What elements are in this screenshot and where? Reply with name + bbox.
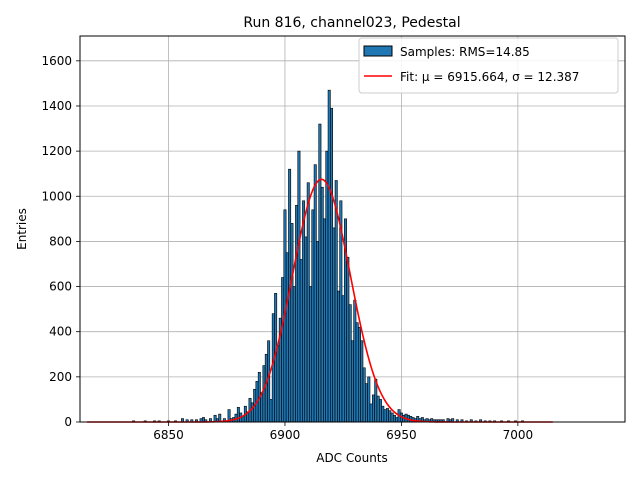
- histogram-bar: [285, 252, 289, 423]
- histogram-bar: [271, 313, 275, 423]
- y-axis-label: Entries: [15, 208, 29, 250]
- histogram-bar: [260, 392, 264, 423]
- y-tick-label: 1200: [41, 144, 72, 158]
- histogram-bar: [374, 378, 378, 423]
- histogram-bar: [395, 417, 399, 423]
- histogram-bar: [334, 180, 338, 423]
- y-tick-label: 1400: [41, 99, 72, 113]
- legend-swatch-samples: [363, 45, 393, 57]
- histogram-bar: [371, 394, 375, 423]
- histogram-bar: [299, 259, 303, 423]
- legend-label-fit: Fit: μ = 6915.664, σ = 12.387: [400, 70, 579, 84]
- histogram-bar: [318, 123, 322, 423]
- histogram-bar: [383, 409, 387, 423]
- histogram-bar: [264, 353, 268, 423]
- histogram-bar: [362, 367, 366, 423]
- chart-title: Run 816, channel023, Pedestal: [243, 15, 460, 31]
- histogram-bar: [316, 241, 320, 423]
- histogram-bar: [365, 383, 368, 423]
- histogram-bar: [351, 340, 354, 423]
- histogram-bar: [348, 304, 352, 423]
- histogram-bar: [311, 209, 315, 423]
- x-tick-label: 6900: [270, 428, 301, 442]
- histogram-bar: [353, 299, 357, 423]
- histogram-bar: [390, 412, 394, 423]
- histogram-bar: [355, 322, 359, 423]
- x-axis-label: ADC Counts: [316, 451, 388, 465]
- histogram-bar: [262, 365, 266, 423]
- legend: Samples: RMS=14.85 Fit: μ = 6915.664, σ …: [358, 37, 619, 94]
- histogram-bar: [360, 340, 364, 423]
- plot-frame: [79, 35, 626, 423]
- histogram-bar: [369, 403, 373, 423]
- legend-label-samples: Samples: RMS=14.85: [400, 45, 530, 59]
- histogram-bar: [313, 164, 317, 423]
- histogram-bar: [323, 218, 327, 423]
- histogram-bar: [276, 344, 280, 423]
- y-tick-label: 1000: [41, 189, 72, 203]
- x-tick-label: 6850: [153, 428, 184, 442]
- histogram-bar: [292, 286, 296, 423]
- histogram-bar: [367, 376, 371, 423]
- y-tick-label: 1600: [41, 54, 72, 68]
- histogram-bar: [327, 89, 331, 423]
- histogram-bar: [320, 186, 324, 423]
- histogram-bar: [376, 395, 380, 423]
- histogram-bar: [385, 408, 389, 423]
- histogram-bar: [392, 414, 396, 423]
- histogram-bar: [381, 405, 385, 423]
- histogram-bar: [332, 227, 336, 423]
- y-tick-label: 600: [49, 280, 72, 294]
- histogram-bar: [341, 295, 345, 423]
- histogram-bar: [281, 277, 285, 423]
- histogram-bar: [236, 407, 240, 423]
- histogram-bar: [309, 286, 313, 423]
- histogram-bar: [325, 150, 329, 423]
- histogram-bar: [358, 326, 361, 423]
- histogram-bar: [297, 150, 301, 423]
- histogram-bar: [330, 107, 334, 423]
- histogram-bar: [250, 402, 254, 423]
- x-tick-label: 6950: [386, 428, 417, 442]
- histogram-bar: [269, 399, 273, 423]
- histogram-bar: [346, 256, 350, 423]
- y-tick-label: 0: [64, 415, 72, 429]
- histogram-bar: [295, 204, 299, 423]
- histogram-bar: [267, 340, 271, 423]
- histogram-bar: [306, 182, 310, 423]
- y-tick-label: 400: [49, 325, 72, 339]
- histogram-bar: [337, 290, 340, 423]
- y-axis-ticks: 0 200 400 600 800 1000 1200 1400 1600: [41, 54, 80, 429]
- y-tick-label: 800: [49, 234, 72, 248]
- histogram-bar: [302, 200, 306, 423]
- histogram-bar: [304, 236, 308, 423]
- x-axis-ticks: 6850 6900 6950 7000: [153, 422, 533, 442]
- histogram-bar: [388, 410, 392, 423]
- histogram-bar: [378, 399, 382, 423]
- y-tick-label: 200: [49, 370, 72, 384]
- legend-box: [358, 37, 619, 94]
- x-tick-label: 7000: [503, 428, 534, 442]
- histogram-bar: [290, 223, 294, 423]
